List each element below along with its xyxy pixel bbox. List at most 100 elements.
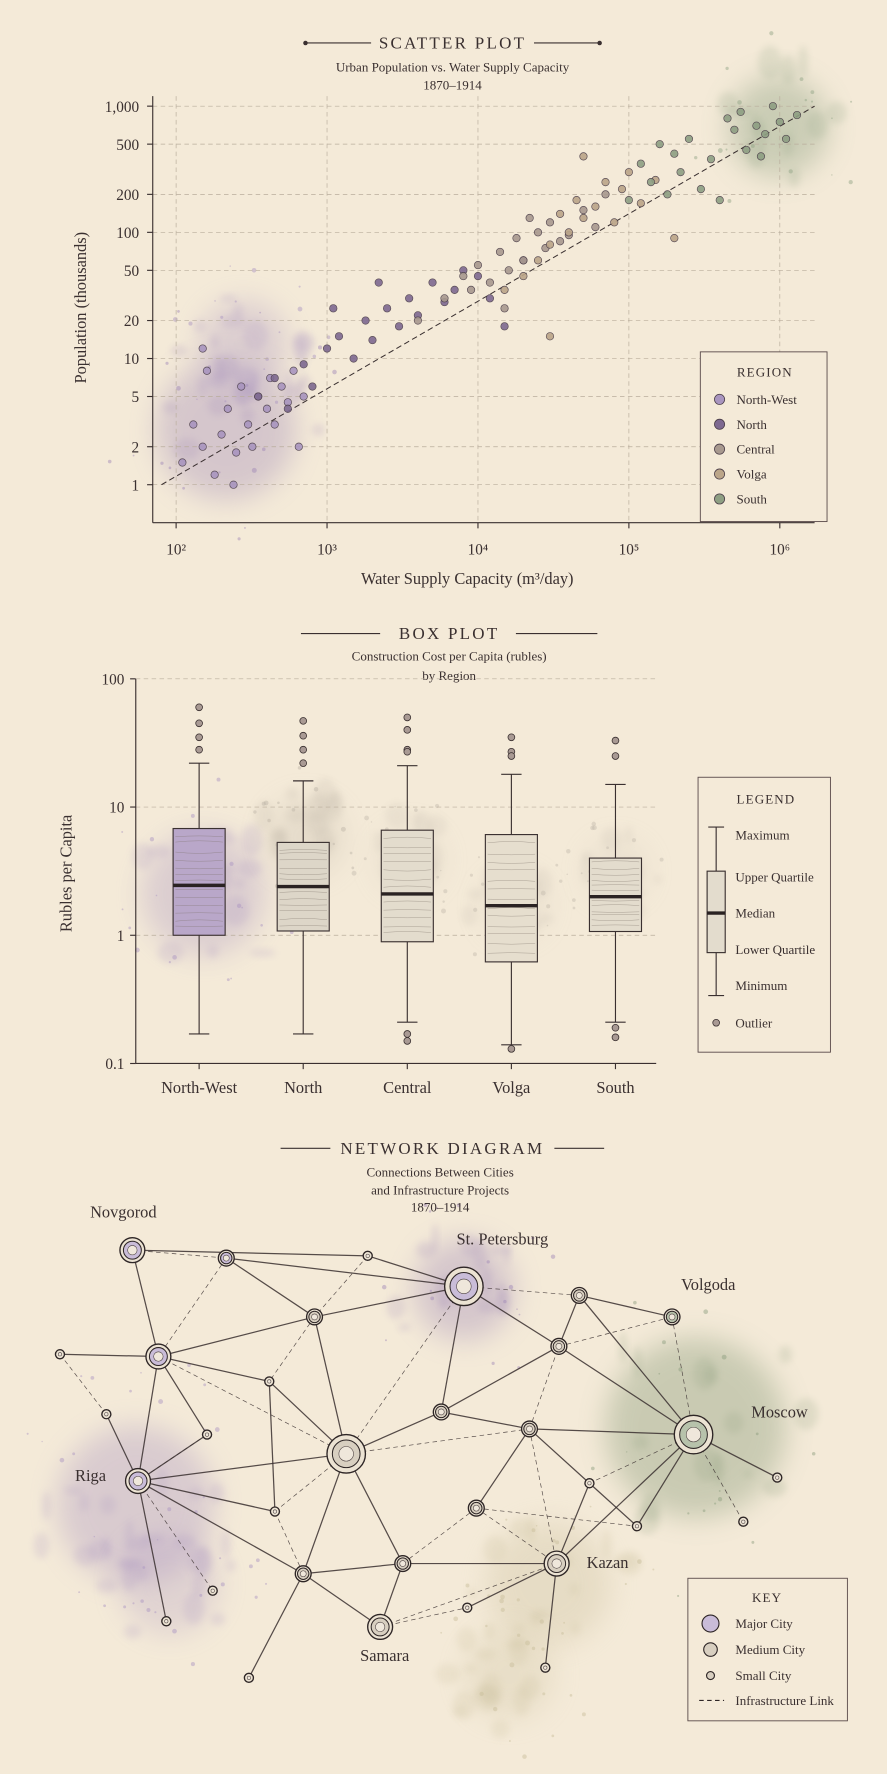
splatter <box>572 898 576 902</box>
wash-spot <box>118 1559 140 1569</box>
outlier <box>403 747 412 756</box>
splatter <box>472 952 477 957</box>
diagram-title: NETWORK DIAGRAM <box>340 1139 544 1158</box>
key-glyph <box>703 1642 718 1657</box>
splatter <box>769 31 774 36</box>
title-rule-dot <box>597 40 602 46</box>
wash-spot <box>463 1664 477 1673</box>
legend-glyph <box>712 1018 720 1027</box>
splatter <box>385 1339 387 1342</box>
city-node-core <box>127 1245 138 1256</box>
box-texture <box>175 835 223 837</box>
network-edge <box>529 1428 590 1484</box>
network-edge <box>345 1286 465 1455</box>
box-texture <box>487 943 536 945</box>
city-label: Moscow <box>751 1403 808 1422</box>
scatter-point <box>485 278 494 287</box>
wash-spot <box>537 913 554 925</box>
splatter <box>430 1296 435 1301</box>
wash-spot <box>220 1529 232 1559</box>
splatter <box>516 1598 520 1602</box>
splatter <box>93 1535 96 1538</box>
x-tick-label: 10⁶ <box>770 541 791 558</box>
scatter-point <box>466 285 476 294</box>
splatter <box>516 1633 521 1637</box>
network-edge <box>440 1286 465 1413</box>
y-tick-label: 5 <box>132 389 140 406</box>
splatter <box>499 1598 504 1604</box>
splatter <box>662 1340 666 1345</box>
scatter-point <box>545 332 555 341</box>
box-texture <box>591 860 640 863</box>
outlier <box>403 1030 412 1038</box>
city-node-core <box>399 1560 407 1567</box>
scatter-point <box>533 256 543 265</box>
wash-spot <box>231 386 257 404</box>
splatter <box>848 180 853 185</box>
splatter <box>317 345 323 350</box>
splatter <box>267 818 271 823</box>
scatter-point <box>189 420 198 429</box>
scatter-point <box>525 213 534 223</box>
splatter <box>572 906 576 910</box>
network-edge <box>441 1411 530 1430</box>
splatter <box>298 285 301 288</box>
wash-spot <box>123 1624 142 1639</box>
city-node-core <box>267 1379 272 1384</box>
splatter <box>831 174 833 176</box>
splatter <box>652 1568 655 1571</box>
legend-label: Upper Quartile <box>735 869 814 884</box>
splatter <box>677 1594 680 1598</box>
splatter <box>637 1559 642 1564</box>
y-tick-label: 50 <box>124 263 140 280</box>
splatter <box>788 169 793 174</box>
y-tick-label: 200 <box>116 187 139 204</box>
box-texture <box>487 952 536 954</box>
splatter <box>172 955 177 960</box>
network-edge <box>476 1507 638 1527</box>
wash-spot <box>33 1532 50 1559</box>
splatter <box>265 357 269 361</box>
key-glyph <box>701 1614 720 1633</box>
scatter-point <box>676 168 685 177</box>
network-edge <box>274 1511 304 1574</box>
splatter <box>751 1540 755 1544</box>
splatter <box>531 1236 535 1240</box>
scatter-point <box>601 178 610 187</box>
splatter <box>140 1371 142 1374</box>
wash-spot <box>223 895 250 927</box>
scatter-point <box>730 125 739 134</box>
splatter <box>718 1490 721 1492</box>
box-texture <box>487 907 536 910</box>
wash-spot <box>157 941 184 964</box>
city-node-core <box>246 1675 251 1680</box>
x-tick-label: 10² <box>166 541 186 558</box>
splatter <box>129 1389 132 1393</box>
splatter <box>546 904 551 909</box>
scatter-point <box>670 149 679 158</box>
splatter <box>363 857 367 861</box>
splatter <box>381 1284 387 1290</box>
wash-spot <box>210 1613 226 1626</box>
scatter-point <box>440 294 449 303</box>
splatter <box>72 1452 76 1456</box>
box-texture <box>383 931 432 933</box>
splatter <box>505 1518 508 1521</box>
splatter <box>436 1207 439 1210</box>
splatter <box>190 813 195 818</box>
y-axis-label: Population (thousands) <box>71 232 90 384</box>
network-edge <box>131 1250 159 1357</box>
network-edge <box>302 1573 381 1628</box>
wash-spot <box>398 1323 411 1332</box>
x-tick-label: 10³ <box>317 541 337 558</box>
splatter <box>850 100 853 103</box>
network-edge <box>671 1316 694 1435</box>
splatter <box>563 1621 566 1624</box>
splatter <box>492 1706 498 1712</box>
x-tick-label: North-West <box>161 1078 238 1097</box>
city-label: Novgorod <box>90 1202 156 1221</box>
scatter-point <box>519 256 528 265</box>
splatter <box>555 863 559 867</box>
scatter-point <box>646 178 656 187</box>
chart-subtitle: Construction Cost per Capita (rubles) <box>352 649 547 664</box>
